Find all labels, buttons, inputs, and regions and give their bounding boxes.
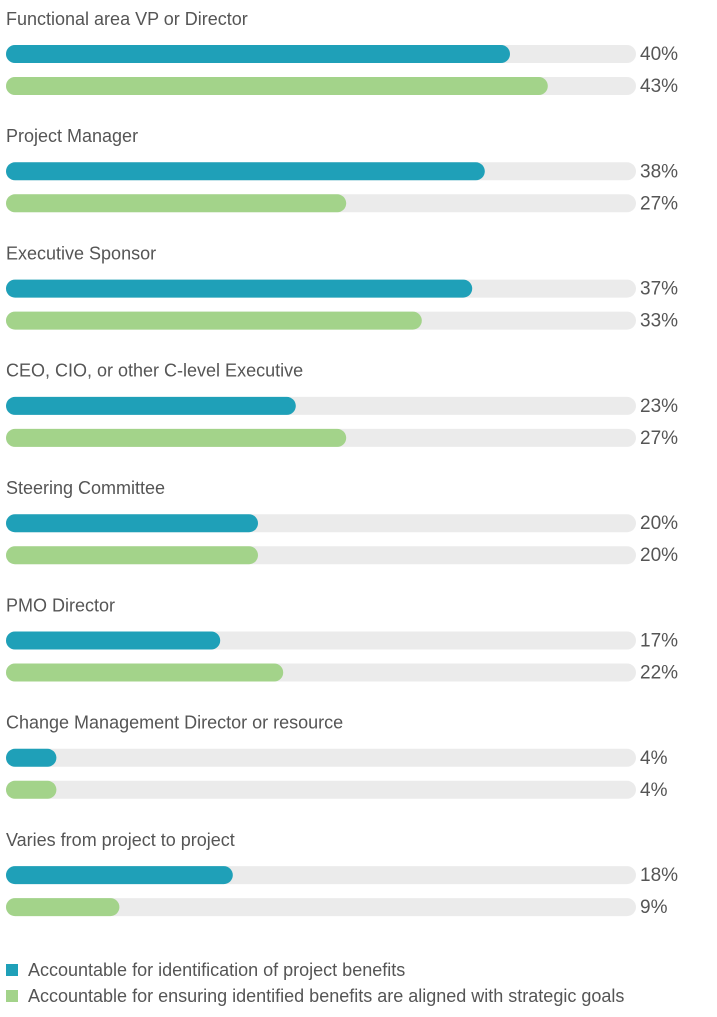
value-label: 33%	[640, 311, 678, 332]
value-label: 4%	[640, 780, 668, 801]
bar	[6, 77, 548, 95]
category-label: Steering Committee	[6, 478, 165, 498]
legend-swatch	[6, 990, 18, 1002]
value-label: 9%	[640, 897, 668, 918]
value-label: 40%	[640, 44, 678, 65]
value-label: 27%	[640, 428, 678, 449]
bar	[6, 194, 347, 213]
bar	[6, 631, 221, 650]
track	[6, 748, 636, 767]
value-label: 43%	[640, 76, 678, 97]
bar	[6, 311, 422, 330]
legend-label: Accountable for identification of projec…	[28, 960, 405, 980]
bar	[6, 162, 485, 181]
bar	[6, 663, 284, 682]
bar	[6, 45, 510, 63]
category-label: PMO Director	[6, 595, 115, 615]
legend-swatch	[6, 964, 18, 976]
value-label: 18%	[640, 865, 678, 886]
value-label: 37%	[640, 279, 678, 300]
bar	[6, 428, 347, 447]
bar	[6, 546, 258, 565]
category-label: Functional area VP or Director	[6, 9, 248, 29]
track	[6, 780, 636, 799]
legend-label: Accountable for ensuring identified bene…	[28, 986, 624, 1006]
value-label: 20%	[640, 513, 678, 534]
category-label: CEO, CIO, or other C-level Executive	[6, 361, 303, 381]
value-label: 17%	[640, 631, 678, 652]
category-label: Executive Sponsor	[6, 243, 156, 263]
category-label: Varies from project to project	[6, 830, 235, 850]
category-label: Project Manager	[6, 126, 138, 146]
value-label: 38%	[640, 161, 678, 182]
bar	[6, 748, 57, 767]
track	[6, 898, 636, 917]
bar	[6, 514, 258, 533]
bar	[6, 866, 233, 885]
value-label: 23%	[640, 396, 678, 417]
bar	[6, 780, 57, 799]
value-label: 20%	[640, 545, 678, 566]
bar	[6, 396, 296, 415]
bar	[6, 898, 120, 917]
value-label: 22%	[640, 663, 678, 684]
bar	[6, 279, 473, 298]
category-label: Change Management Director or resource	[6, 713, 343, 733]
value-label: 4%	[640, 748, 668, 769]
value-label: 27%	[640, 193, 678, 214]
